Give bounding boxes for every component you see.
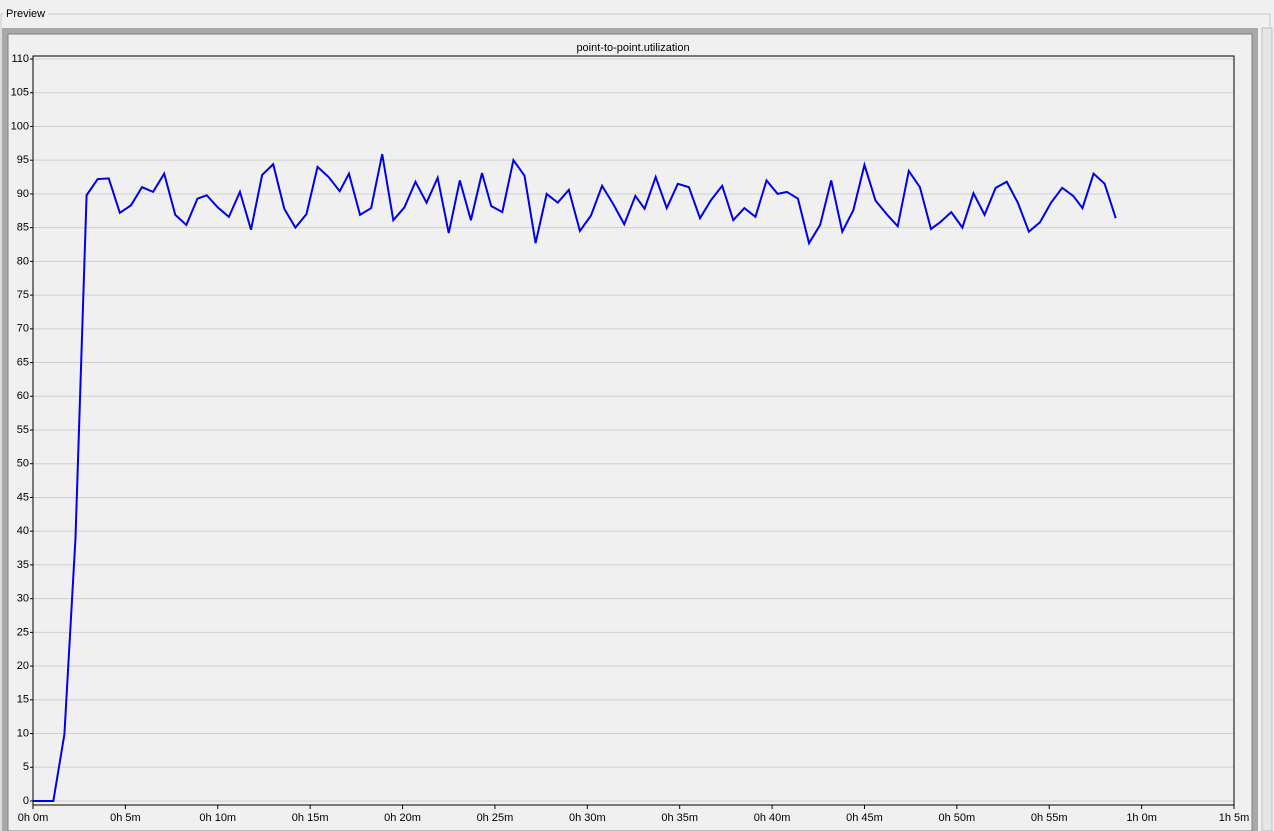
y-tick-label: 35 [17,559,29,571]
y-tick-label: 50 [17,458,29,470]
labels: 0 5 10 15 20 25 30 35 40 45 50 55 60 65 70 75 80 85 90 95 10… [11,53,1250,824]
x-tick-label: 0h 55m [1031,812,1068,824]
x-tick-label: 0h 45m [846,812,883,824]
y-tick-label: 15 [17,694,29,706]
y-tick-label: 85 [17,222,29,234]
y-tick-label: 100 [11,120,29,132]
y-tick-label: 5 [23,761,29,773]
y-tick-label: 60 [17,390,29,402]
x-tick-label: 1h 5m [1219,812,1250,824]
marks [33,153,1117,802]
y-tick-label: 45 [17,491,29,503]
grid [30,58,1235,809]
panel-title: Preview [6,8,45,20]
x-tick-label: 1h 0m [1126,812,1157,824]
x-tick-label: 0h 35m [661,812,698,824]
y-tick-label: 30 [17,593,29,605]
x-tick-label: 0h 20m [384,812,421,824]
y-tick-label: 105 [11,87,29,99]
y-tick-label: 25 [17,626,29,638]
x-tick-label: 0h 10m [199,812,236,824]
y-tick-label: 65 [17,356,29,368]
y-tick-label: 80 [17,255,29,267]
x-tick-label: 0h 50m [938,812,975,824]
x-tick-label: 0h 0m [18,812,49,824]
y-tick-label: 0 [23,795,29,807]
y-tick-label: 75 [17,289,29,301]
x-tick-label: 0h 15m [292,812,329,824]
x-tick-label: 0h 5m [110,812,141,824]
y-tick-label: 95 [17,154,29,166]
chart-title: point-to-point.utilization [576,42,689,54]
y-tick-label: 70 [17,323,29,335]
x-tick-label: 0h 25m [477,812,514,824]
y-tick-label: 110 [11,53,29,65]
x-tick-label: 0h 40m [754,812,791,824]
y-tick-label: 55 [17,424,29,436]
y-tick-label: 20 [17,660,29,672]
x-tick-label: 0h 30m [569,812,606,824]
y-tick-label: 40 [17,525,29,537]
y-tick-label: 90 [17,188,29,200]
data-line [33,153,1117,802]
y-tick-label: 10 [17,727,29,739]
scrollbar[interactable] [1261,27,1273,831]
